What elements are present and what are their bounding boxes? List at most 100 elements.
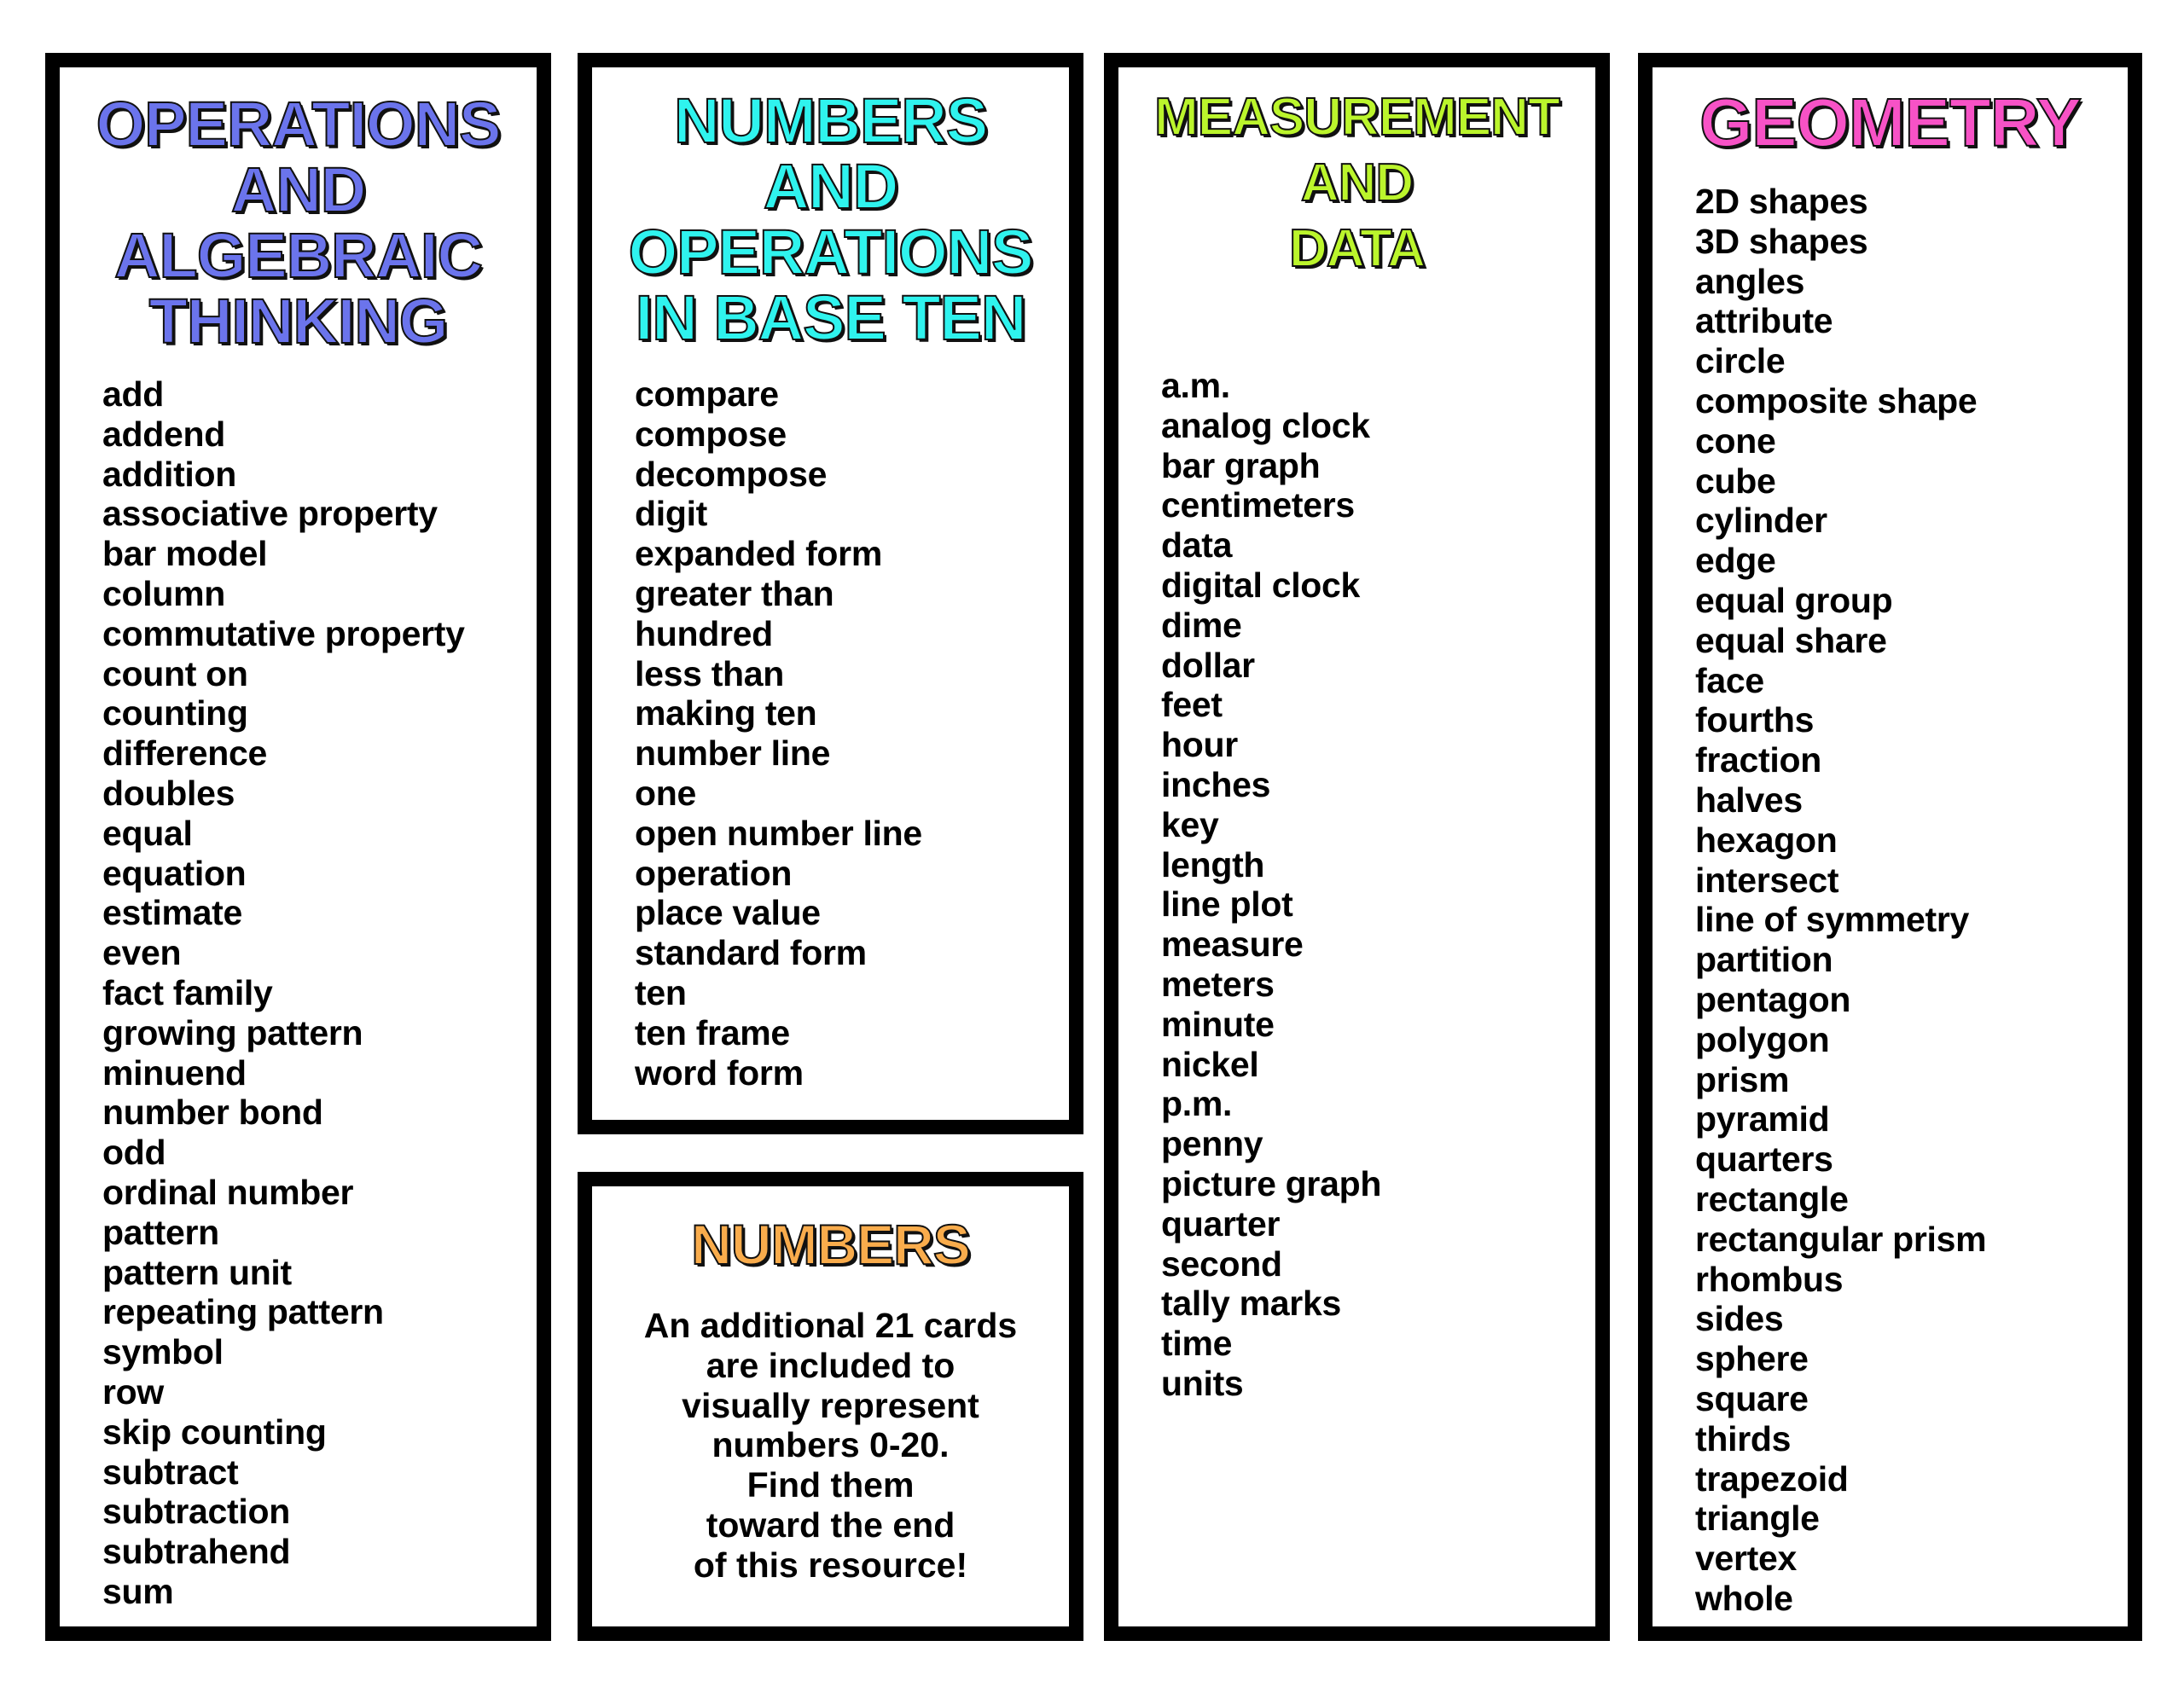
vocab-word: digit [635, 494, 708, 534]
vocab-word: making ten [635, 693, 817, 733]
vocab-word: ten frame [635, 1012, 790, 1052]
vocab-word: ten [635, 972, 687, 1012]
vocab-word: dime [1161, 605, 1242, 645]
vocab-word: nickel [1161, 1044, 1259, 1084]
vocab-word: rectangle [1695, 1179, 1849, 1219]
vocab-word: count on [102, 653, 248, 693]
vocab-word: estimate [102, 893, 242, 933]
vocab-word: minute [1161, 1004, 1275, 1044]
card-measurement-data: MEASUREMENT AND DATA a.m. analog clock bar g… [1104, 53, 1610, 1641]
title-line: OPERATIONS [628, 217, 1035, 287]
vocab-word: meters [1161, 964, 1275, 1004]
vocab-word: word form [635, 1052, 804, 1093]
vocab-word: minuend [102, 1052, 247, 1093]
title-line: GEOMETRY [1699, 84, 2082, 160]
note-line: Find them [746, 1465, 915, 1505]
vocab-word: digital clock [1161, 565, 1361, 605]
vocab-word: cylinder [1695, 501, 1827, 541]
vocab-word: vertex [1695, 1539, 1798, 1579]
vocab-word: square [1695, 1378, 1809, 1418]
title-line: AND [1300, 153, 1414, 213]
vocab-word: growing pattern [102, 1012, 363, 1052]
vocab-word: rectangular prism [1695, 1219, 1987, 1259]
vocab-word: bar model [102, 534, 268, 574]
vocab-word: time [1161, 1324, 1233, 1364]
vocab-word: compose [635, 414, 787, 454]
vocab-word: row [102, 1371, 164, 1412]
vocab-word: triangle [1695, 1499, 1820, 1539]
title-line: IN BASE TEN [635, 282, 1028, 353]
note-line: visually represent [682, 1385, 979, 1425]
vocab-word: ordinal number [102, 1172, 354, 1212]
note-line: toward the end [706, 1504, 956, 1545]
vocab-word: data [1161, 525, 1233, 565]
vocab-word: halves [1695, 780, 1803, 820]
vocab-word: counting [102, 693, 248, 733]
vocab-word: associative property [102, 494, 438, 534]
vocab-word: sides [1695, 1299, 1784, 1339]
word-list: 2D shapes 3D shapes angles attribute circle c… [1695, 182, 1987, 1619]
vocab-word: length [1161, 844, 1265, 884]
title-line: AND [763, 151, 899, 222]
vocab-word: add [102, 374, 164, 414]
vocab-word: subtract [102, 1452, 239, 1492]
card-title: GEOMETRY [1653, 84, 2128, 160]
vocab-word: analog clock [1161, 405, 1370, 445]
title-line: NUMBERS [690, 1212, 972, 1277]
vocab-word: doubles [102, 773, 235, 813]
vocab-word: repeating pattern [102, 1292, 384, 1332]
vocab-word: symbol [102, 1332, 224, 1372]
vocab-word: hexagon [1695, 820, 1838, 860]
vocab-word: less than [635, 653, 785, 693]
vocab-word: p.m. [1161, 1084, 1233, 1124]
vocab-word: a.m. [1161, 366, 1230, 405]
vocab-word: face [1695, 660, 1764, 700]
vocab-word: line plot [1161, 884, 1293, 925]
card-operations-algebraic-thinking: OPERATIONS AND ALGEBRAIC THINKING add addend… [45, 53, 551, 1641]
title-line: AND [230, 154, 367, 225]
vocab-word: intersect [1695, 860, 1839, 900]
vocab-word: polygon [1695, 1019, 1830, 1059]
vocab-word: expanded form [635, 534, 882, 574]
vocab-word: open number line [635, 813, 922, 853]
note-line: of this resource! [693, 1545, 968, 1585]
vocab-word: quarters [1695, 1139, 1833, 1180]
vocab-word: bar graph [1161, 445, 1321, 485]
vocab-word: subtraction [102, 1492, 290, 1532]
vocab-word: place value [635, 893, 821, 933]
vocab-word: even [102, 933, 182, 973]
title-line: OPERATIONS [96, 89, 502, 159]
vocab-word: compare [635, 374, 779, 414]
vocab-word: trapezoid [1695, 1458, 1849, 1499]
vocab-word: skip counting [102, 1412, 327, 1452]
vocab-word: units [1161, 1363, 1244, 1403]
note-line: numbers 0-20. [712, 1425, 950, 1465]
title-line: DATA [1288, 218, 1426, 279]
vocab-word: fourths [1695, 700, 1815, 740]
vocab-word: key [1161, 804, 1219, 844]
vocab-word: composite shape [1695, 380, 1978, 420]
vocab-word: one [635, 773, 696, 813]
card-title: OPERATIONS AND ALGEBRAIC THINKING [60, 89, 537, 355]
vocab-word: second [1161, 1244, 1282, 1284]
vocab-word: decompose [635, 454, 828, 494]
vocab-word: difference [102, 733, 267, 774]
vocab-word: quarter [1161, 1203, 1281, 1244]
vocab-word: tally marks [1161, 1284, 1341, 1324]
vocab-word: partition [1695, 940, 1833, 980]
vocab-word: fraction [1695, 740, 1821, 780]
vocab-word: hour [1161, 725, 1238, 765]
card-title: MEASUREMENT AND DATA [1118, 84, 1595, 281]
card-geometry: GEOMETRY 2D shapes 3D shapes angles attribu… [1638, 53, 2142, 1641]
vocab-word: equal share [1695, 620, 1887, 660]
vocab-word: commutative property [102, 613, 465, 653]
vocab-word: 3D shapes [1695, 221, 1868, 261]
vocab-word: sphere [1695, 1339, 1809, 1379]
vocab-word: cone [1695, 420, 1776, 461]
vocab-word: standard form [635, 933, 867, 973]
vocab-word: greater than [635, 573, 834, 613]
word-list: compare compose decompose digit expanded for… [635, 374, 922, 1093]
vocab-word: column [102, 573, 225, 613]
vocab-word: 2D shapes [1695, 182, 1868, 221]
vocab-word: angles [1695, 261, 1805, 301]
